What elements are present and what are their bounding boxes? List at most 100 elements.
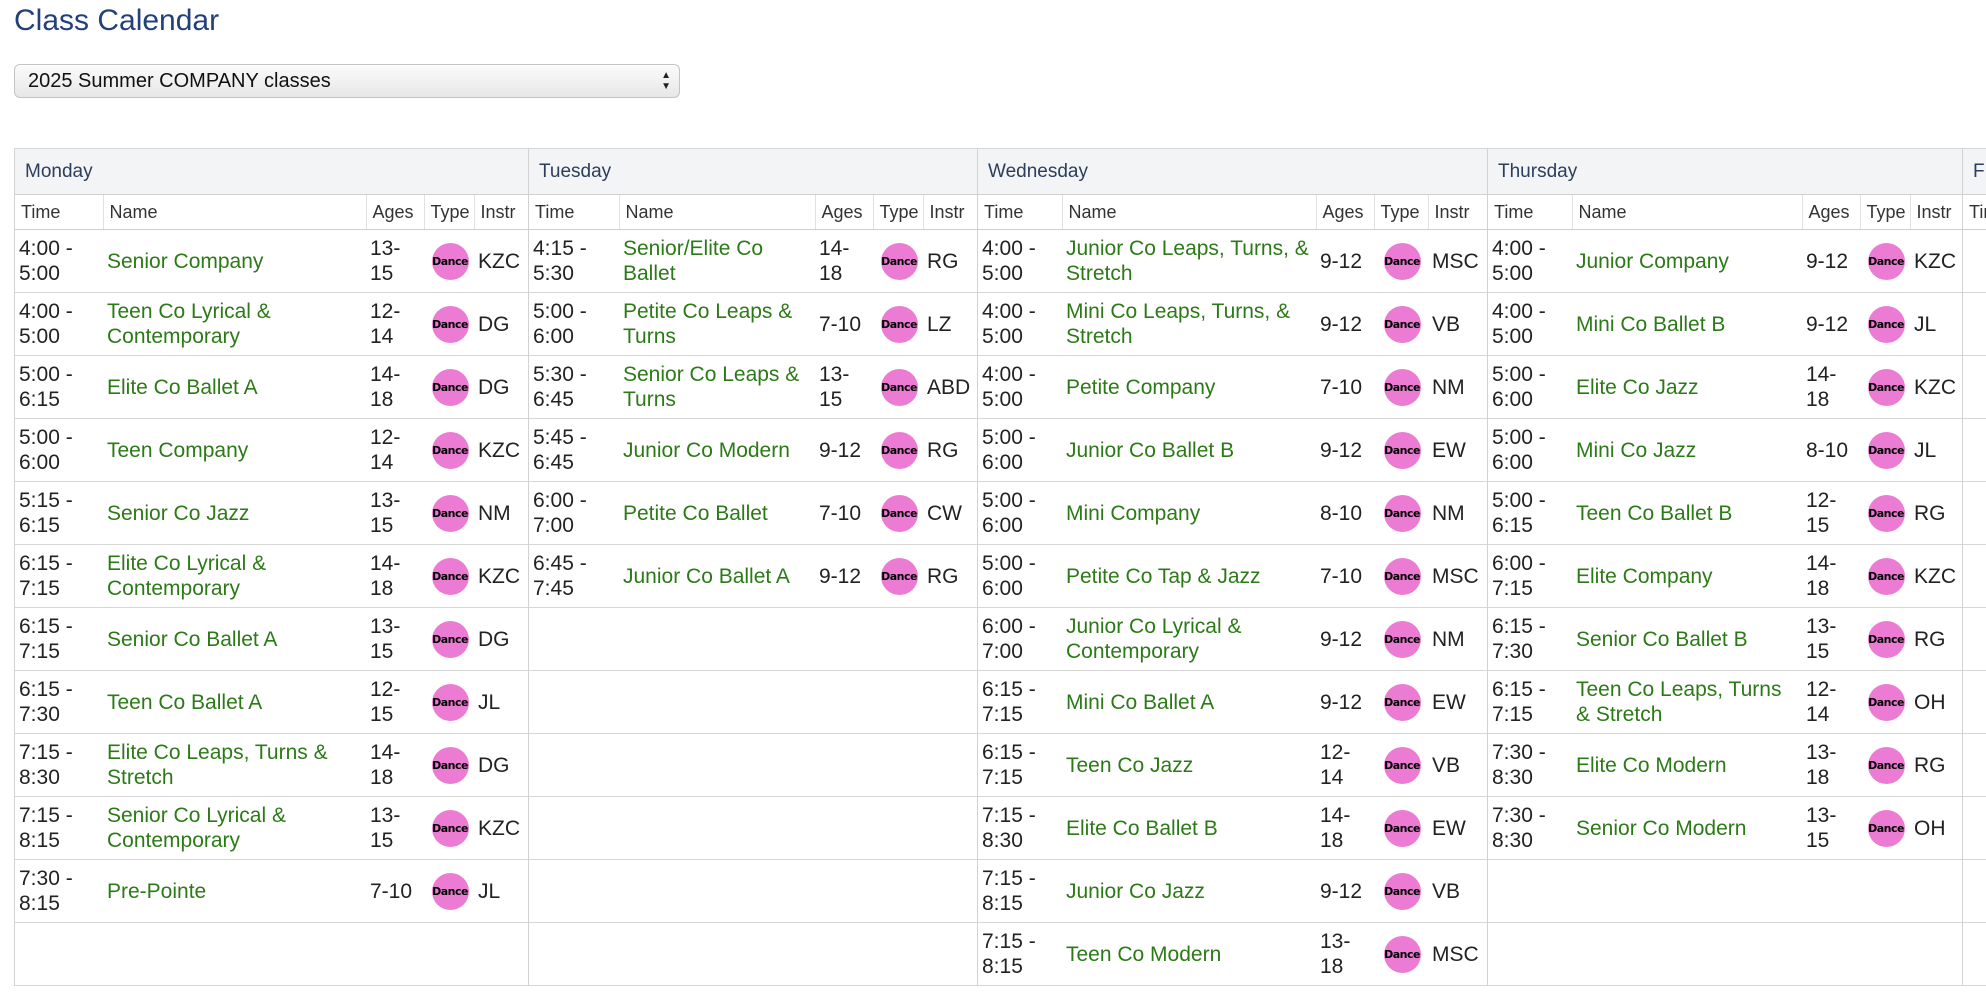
empty-row: [529, 859, 978, 923]
class-type: Dance: [1860, 607, 1910, 671]
class-type: Dance: [873, 544, 923, 608]
empty-cell: [619, 859, 815, 923]
class-name-link[interactable]: Senior/Elite Co Ballet: [619, 229, 815, 293]
class-name-link[interactable]: Junior Company: [1572, 229, 1802, 293]
column-header-ages: Ages: [815, 194, 874, 230]
dance-type-icon: Dance: [1383, 494, 1421, 532]
table-row: 4:00 - 5:00 Senior Company 13-15 Dance KZC: [15, 229, 529, 293]
class-name-link[interactable]: Senior Co Lyrical & Contemporary: [103, 796, 366, 860]
class-name-link[interactable]: Junior Co Ballet A: [619, 544, 815, 608]
class-name-link[interactable]: Petite Co Leaps & Turns: [619, 292, 815, 356]
class-name-link[interactable]: Junior Co Leaps, Turns, & Stretch: [1062, 229, 1316, 293]
class-name-link[interactable]: Junior Co Ballet B: [1062, 418, 1316, 482]
empty-row: [1963, 355, 1986, 419]
class-name-link[interactable]: Senior Company: [103, 229, 366, 293]
class-name-link[interactable]: Teen Company: [103, 418, 366, 482]
empty-cell: [1488, 859, 1572, 923]
day-table: Thursday Time Name Ages Type Instr 4:00 - 5:00…: [1488, 148, 1965, 986]
class-name-link[interactable]: Petite Co Ballet: [619, 481, 815, 545]
class-name-link[interactable]: Elite Company: [1572, 544, 1802, 608]
empty-row: [1963, 481, 1986, 545]
class-name-link[interactable]: Mini Co Ballet A: [1062, 670, 1316, 734]
class-name-link[interactable]: Teen Co Ballet A: [103, 670, 366, 734]
day-table: Tuesday Time Name Ages Type Instr 4:15 - 5:30 S…: [529, 148, 978, 986]
class-instructor: KZC: [1910, 544, 1965, 608]
class-instructor: JL: [474, 670, 529, 734]
table-row: 4:15 - 5:30 Senior/Elite Co Ballet 14-18 Da…: [529, 229, 978, 293]
empty-row: [1963, 859, 1986, 923]
class-name-link[interactable]: Petite Co Tap & Jazz: [1062, 544, 1316, 608]
column-header-time: Time: [15, 194, 104, 230]
class-name-link[interactable]: Pre-Pointe: [103, 859, 366, 923]
empty-cell: [873, 922, 923, 986]
empty-cell: [1963, 922, 1986, 986]
class-name-link[interactable]: Elite Co Modern: [1572, 733, 1802, 797]
class-name-link[interactable]: Mini Co Ballet B: [1572, 292, 1802, 356]
class-name-link[interactable]: Teen Co Leaps, Turns & Stretch: [1572, 670, 1802, 734]
class-name-link[interactable]: Teen Co Modern: [1062, 922, 1316, 986]
class-type: Dance: [1860, 796, 1910, 860]
class-name-link[interactable]: Teen Co Jazz: [1062, 733, 1316, 797]
class-instructor: KZC: [474, 229, 529, 293]
table-row: 7:15 - 8:15 Junior Co Jazz 9-12 Dance VB: [978, 859, 1488, 923]
class-time: 7:15 - 8:30: [15, 733, 103, 797]
class-instructor: NM: [474, 481, 529, 545]
empty-cell: [529, 859, 619, 923]
class-name-link[interactable]: Elite Co Leaps, Turns & Stretch: [103, 733, 366, 797]
class-ages: 12-15: [366, 670, 424, 734]
class-name-link[interactable]: Mini Co Jazz: [1572, 418, 1802, 482]
class-name-link[interactable]: Elite Co Ballet A: [103, 355, 366, 419]
day-column: Wednesday Time Name Ages Type Instr 4:00 - 5:0…: [977, 148, 1488, 986]
dance-type-icon: Dance: [431, 242, 469, 280]
class-name-link[interactable]: Senior Co Jazz: [103, 481, 366, 545]
class-ages: 13-15: [366, 796, 424, 860]
class-name-link[interactable]: Senior Co Ballet A: [103, 607, 366, 671]
column-header-time: Time: [529, 194, 620, 230]
class-name-link[interactable]: Senior Co Ballet B: [1572, 607, 1802, 671]
class-name-link[interactable]: Senior Co Leaps & Turns: [619, 355, 815, 419]
class-time: 5:30 - 6:45: [529, 355, 619, 419]
class-name-link[interactable]: Elite Co Jazz: [1572, 355, 1802, 419]
class-name-link[interactable]: Elite Co Ballet B: [1062, 796, 1316, 860]
empty-cell: [815, 607, 873, 671]
class-name-link[interactable]: Junior Co Modern: [619, 418, 815, 482]
class-instructor: DG: [474, 607, 529, 671]
class-time: 5:00 - 6:00: [15, 418, 103, 482]
empty-row: [1963, 229, 1986, 293]
class-name-link[interactable]: Mini Company: [1062, 481, 1316, 545]
class-ages: 13-15: [1802, 607, 1860, 671]
empty-row: [1963, 796, 1986, 860]
empty-cell: [1860, 859, 1910, 923]
class-name-link[interactable]: Elite Co Lyrical & Contemporary: [103, 544, 366, 608]
empty-cell: [1572, 922, 1802, 986]
class-name-link[interactable]: Petite Company: [1062, 355, 1316, 419]
empty-cell: [815, 922, 873, 986]
class-name-link[interactable]: Teen Co Ballet B: [1572, 481, 1802, 545]
class-type: Dance: [1374, 796, 1428, 860]
class-type: Dance: [1374, 733, 1428, 797]
empty-cell: [366, 922, 424, 986]
table-row: 4:00 - 5:00 Mini Co Ballet B 9-12 Dance JL: [1488, 292, 1965, 356]
dance-type-icon: Dance: [1867, 557, 1905, 595]
column-header-time: Time: [1963, 194, 1986, 230]
dance-type-icon: Dance: [880, 494, 918, 532]
class-type: Dance: [424, 544, 474, 608]
class-instructor: RG: [923, 229, 978, 293]
session-select[interactable]: 2025 Summer COMPANY classes ▲ ▼: [14, 64, 680, 98]
class-name-link[interactable]: Mini Co Leaps, Turns, & Stretch: [1062, 292, 1316, 356]
empty-cell: [529, 796, 619, 860]
table-row: 5:00 - 6:00 Junior Co Ballet B 9-12 Dance EW: [978, 418, 1488, 482]
day-header: Thursday: [1488, 148, 1965, 195]
class-instructor: KZC: [474, 544, 529, 608]
class-type: Dance: [1860, 481, 1910, 545]
class-name-link[interactable]: Junior Co Lyrical & Contemporary: [1062, 607, 1316, 671]
class-ages: 9-12: [1316, 229, 1374, 293]
class-name-link[interactable]: Junior Co Jazz: [1062, 859, 1316, 923]
class-name-link[interactable]: Senior Co Modern: [1572, 796, 1802, 860]
empty-cell: [923, 607, 978, 671]
class-time: 4:00 - 5:00: [1488, 229, 1572, 293]
table-row: 5:00 - 6:00 Teen Company 12-14 Dance KZC: [15, 418, 529, 482]
empty-cell: [873, 670, 923, 734]
class-ages: 7-10: [366, 859, 424, 923]
class-name-link[interactable]: Teen Co Lyrical & Contemporary: [103, 292, 366, 356]
